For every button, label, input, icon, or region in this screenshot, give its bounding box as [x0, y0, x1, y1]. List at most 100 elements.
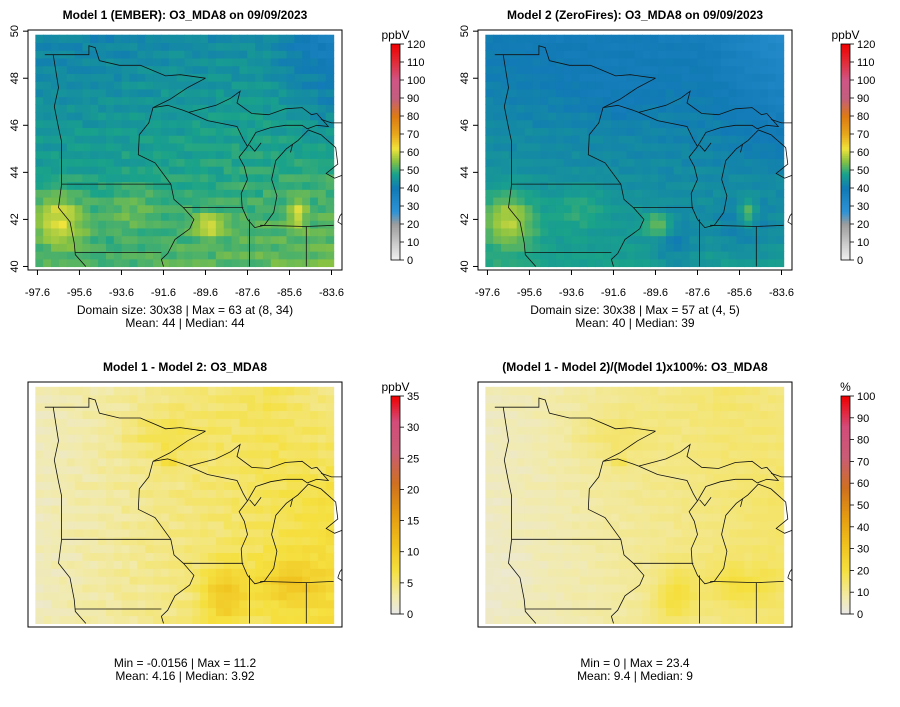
grid-cell: [98, 88, 107, 98]
grid-cell: [548, 189, 557, 198]
grid-cell: [113, 104, 123, 113]
grid-cell: [98, 235, 107, 244]
grid-cell: [90, 512, 99, 522]
grid-cell: [66, 497, 76, 506]
grid-cell: [184, 243, 193, 252]
grid-cell: [82, 88, 91, 98]
grid-cell: [270, 57, 280, 67]
grid-cell: [626, 607, 636, 617]
grid-cell: [485, 119, 494, 129]
grid-cell: [728, 104, 738, 113]
grid-cell: [563, 576, 573, 585]
grid-cell: [231, 568, 241, 577]
grid-cell: [262, 449, 272, 459]
grid-cell: [278, 119, 288, 129]
grid-cell: [215, 536, 225, 546]
grid-cell: [752, 520, 761, 530]
grid-cell: [160, 473, 170, 483]
grid-cell: [697, 426, 706, 435]
grid-cell: [650, 520, 659, 530]
grid-cell: [501, 73, 510, 82]
grid-cell: [278, 457, 288, 467]
grid-cell: [310, 410, 319, 419]
grid-cell: [43, 88, 52, 98]
grid-cell: [728, 173, 738, 183]
grid-cell: [129, 150, 138, 159]
grid-cell: [760, 127, 769, 136]
grid-cell: [571, 111, 581, 121]
grid-cell: [255, 135, 264, 144]
grid-cell: [105, 583, 115, 593]
grid-cell: [35, 481, 44, 490]
grid-cell: [752, 189, 761, 198]
grid-cell: [689, 497, 698, 506]
grid-cell: [563, 57, 573, 67]
grid-cell: [223, 96, 233, 105]
grid-cell: [255, 615, 264, 624]
grid-cell: [485, 166, 494, 175]
grid-cell: [579, 150, 588, 159]
grid-cell: [603, 449, 612, 459]
grid-cell: [516, 227, 526, 237]
grid-cell: [673, 489, 683, 498]
grid-cell: [501, 473, 510, 483]
grid-cell: [160, 73, 170, 82]
colorbar-swatch: [391, 173, 400, 176]
grid-cell: [184, 536, 193, 546]
grid-cell: [571, 583, 581, 593]
grid-cell: [325, 497, 335, 506]
grid-cell: [712, 528, 722, 538]
grid-cell: [728, 434, 738, 443]
grid-cell: [524, 591, 534, 601]
grid-cell: [626, 615, 636, 624]
grid-cell: [736, 536, 745, 546]
panel-title: Model 2 (ZeroFires): O3_MDA8 on 09/09/20…: [507, 8, 763, 22]
colorbar-swatch: [841, 80, 850, 83]
grid-cell: [231, 220, 241, 229]
grid-cell: [43, 119, 52, 129]
grid-cell: [658, 489, 667, 498]
grid-cell: [760, 512, 769, 522]
grid-cell: [58, 497, 68, 506]
grid-cell: [524, 497, 534, 506]
grid-cell: [310, 434, 319, 443]
grid-cell: [618, 150, 628, 159]
grid-cell: [137, 220, 146, 229]
grid-cell: [58, 591, 68, 601]
grid-cell: [689, 449, 698, 459]
grid-cell: [548, 426, 557, 435]
grid-cell: [247, 528, 256, 538]
colorbar-swatch: [391, 168, 400, 171]
grid-cell: [98, 173, 107, 183]
grid-cell: [760, 497, 769, 506]
grid-cell: [540, 65, 549, 74]
grid-cell: [634, 166, 643, 175]
grid-cell: [673, 258, 683, 268]
grid-cell: [317, 135, 327, 144]
grid-cell: [650, 418, 659, 427]
grid-cell: [208, 434, 217, 443]
grid-cell: [665, 150, 675, 159]
grid-cell: [200, 150, 209, 159]
grid-cell: [66, 426, 76, 435]
grid-cell: [634, 552, 643, 561]
grid-cell: [113, 489, 123, 498]
grid-cell: [137, 512, 146, 522]
grid-cell: [767, 220, 777, 229]
grid-cell: [208, 465, 217, 475]
grid-cell: [192, 258, 201, 268]
grid-cell: [516, 196, 526, 206]
grid-cell: [74, 96, 84, 105]
grid-cell: [294, 505, 303, 514]
grid-cell: [650, 434, 659, 443]
grid-cell: [239, 591, 248, 601]
grid-cell: [43, 394, 52, 404]
grid-cell: [270, 212, 280, 221]
grid-cell: [215, 65, 225, 74]
grid-cell: [508, 528, 518, 538]
grid-cell: [278, 449, 288, 459]
grid-cell: [239, 394, 248, 404]
grid-cell: [121, 73, 131, 82]
grid-cell: [74, 599, 84, 609]
grid-cell: [137, 615, 146, 624]
